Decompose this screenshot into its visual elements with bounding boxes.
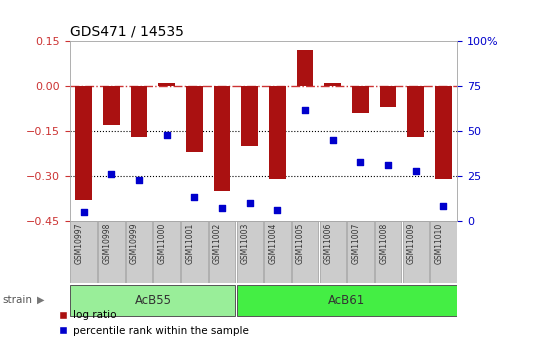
Bar xyxy=(352,86,369,113)
Point xyxy=(107,171,116,177)
Bar xyxy=(324,83,341,86)
Bar xyxy=(292,221,318,283)
Text: GSM11007: GSM11007 xyxy=(351,223,360,264)
Text: GSM11008: GSM11008 xyxy=(379,223,388,264)
Bar xyxy=(75,86,92,200)
Point xyxy=(218,206,226,211)
Text: GSM11006: GSM11006 xyxy=(324,223,333,264)
Point xyxy=(439,204,448,209)
Text: strain: strain xyxy=(3,295,33,305)
Bar xyxy=(402,221,429,283)
Text: GDS471 / 14535: GDS471 / 14535 xyxy=(70,25,184,39)
Text: GSM11002: GSM11002 xyxy=(213,223,222,264)
Point xyxy=(384,162,392,168)
Bar xyxy=(70,221,97,283)
Point xyxy=(301,107,309,112)
Text: GSM11005: GSM11005 xyxy=(296,223,305,264)
Bar xyxy=(430,221,457,283)
Bar xyxy=(181,221,208,283)
Bar xyxy=(435,86,452,179)
Text: GSM11000: GSM11000 xyxy=(158,223,167,264)
Bar xyxy=(380,86,397,107)
Text: AcB55: AcB55 xyxy=(134,294,172,307)
Point xyxy=(356,159,365,164)
Bar xyxy=(103,86,120,125)
Text: GSM11010: GSM11010 xyxy=(435,223,443,264)
Bar xyxy=(159,83,175,86)
Point xyxy=(273,207,282,213)
Bar xyxy=(407,86,424,137)
Text: GSM10999: GSM10999 xyxy=(130,223,139,264)
Text: GSM11009: GSM11009 xyxy=(407,223,416,264)
Bar xyxy=(242,86,258,146)
Bar xyxy=(153,221,180,283)
Bar xyxy=(131,86,147,137)
Bar xyxy=(264,221,291,283)
Point xyxy=(190,195,199,200)
Text: AcB61: AcB61 xyxy=(328,294,365,307)
Text: GSM11003: GSM11003 xyxy=(241,223,250,264)
Bar xyxy=(297,50,314,86)
Bar xyxy=(126,221,152,283)
Bar xyxy=(375,221,401,283)
Bar xyxy=(237,221,263,283)
Point xyxy=(135,177,144,182)
Bar xyxy=(214,86,230,191)
Bar xyxy=(347,221,374,283)
Bar xyxy=(70,285,236,316)
Point xyxy=(80,209,88,215)
Bar xyxy=(237,285,457,316)
Text: ▶: ▶ xyxy=(37,295,44,305)
Bar xyxy=(269,86,286,179)
Bar xyxy=(320,221,346,283)
Text: GSM11004: GSM11004 xyxy=(268,223,278,264)
Bar xyxy=(98,221,125,283)
Bar xyxy=(186,86,203,152)
Text: GSM10998: GSM10998 xyxy=(102,223,111,264)
Text: GSM11001: GSM11001 xyxy=(186,223,194,264)
Point xyxy=(162,132,171,137)
Point xyxy=(245,200,254,206)
Point xyxy=(412,168,420,173)
Bar xyxy=(209,221,236,283)
Point xyxy=(329,137,337,143)
Text: GSM10997: GSM10997 xyxy=(75,223,84,264)
Legend: log ratio, percentile rank within the sample: log ratio, percentile rank within the sa… xyxy=(54,306,253,340)
